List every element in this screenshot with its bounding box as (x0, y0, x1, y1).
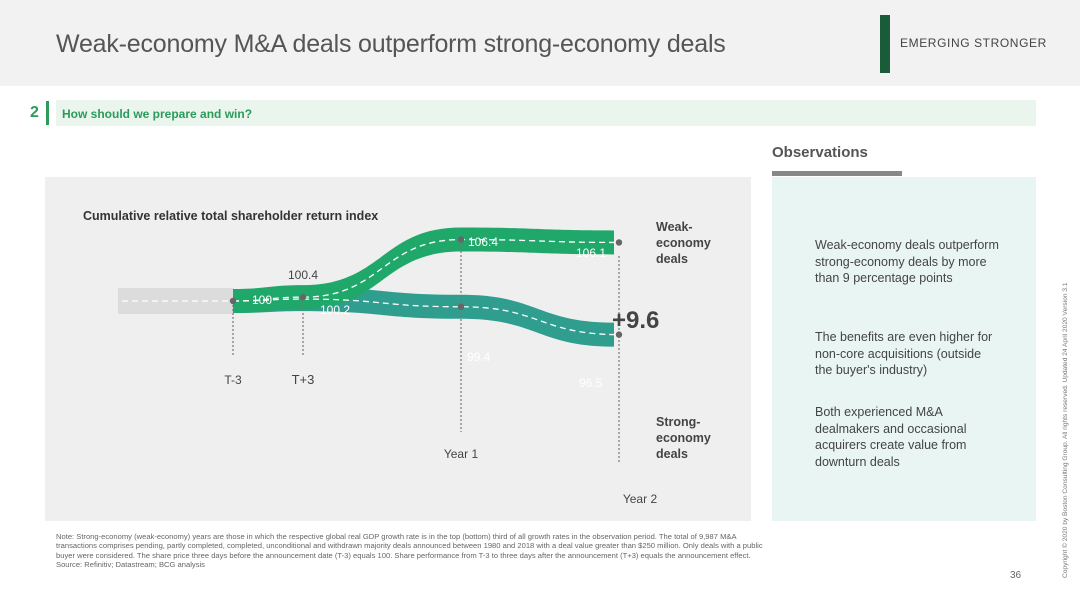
observation-item: Weak-economy deals outperform strong-eco… (815, 238, 999, 285)
section-heading: How should we prepare and win? (62, 107, 253, 121)
x-tick-label: Year 1 (444, 447, 479, 461)
data-label: 106.4 (468, 235, 498, 249)
weak-economy-band (233, 227, 614, 313)
footnote: Note: Strong-economy (weak-economy) year… (56, 532, 776, 570)
observations-panel (772, 177, 1036, 521)
data-point (615, 331, 623, 338)
strong-economy-line (232, 298, 620, 336)
x-tick-label: Year 2 (623, 492, 658, 506)
section-number: 2 (30, 104, 39, 121)
section-marker (46, 101, 49, 125)
data-label: 99.4 (467, 350, 491, 364)
section-band (56, 100, 1036, 126)
page-number: 36 (1010, 570, 1022, 581)
data-point (615, 239, 623, 246)
observations-title: Observations (772, 144, 868, 161)
data-point (457, 236, 465, 243)
strong-series-label: Strong- economy deals (656, 415, 714, 461)
observations-underline (772, 171, 902, 176)
data-label: 100 (252, 293, 272, 307)
source-text: Source: Refinitiv; Datastream; BCG analy… (56, 560, 205, 570)
x-tick-label: T+3 (292, 372, 315, 387)
data-point (457, 303, 465, 310)
brand-label: EMERGING STRONGER (900, 36, 1047, 50)
difference-label: +9.6 (612, 307, 659, 334)
header-bar (0, 0, 1080, 86)
copyright-text: Copyright © 2020 by Boston Consulting Gr… (1062, 282, 1069, 578)
data-label: 106.1 (576, 246, 606, 260)
data-point (299, 293, 307, 301)
footnote-text: Note: Strong-economy (weak-economy) year… (56, 532, 763, 560)
data-label: 100.2 (320, 303, 350, 317)
chart-panel (45, 177, 751, 521)
data-point (229, 297, 237, 305)
observation-item: The benefits are even higher for non-cor… (815, 330, 993, 377)
weak-series-label: Weak- economy deals (656, 220, 714, 266)
data-label: 100.4 (288, 268, 318, 282)
x-tick-label: T-3 (224, 373, 242, 387)
page-title: Weak-economy M&A deals outperform strong… (56, 30, 726, 58)
observation-item: Both experienced M&A dealmakers and occa… (815, 405, 967, 469)
brand-accent-bar (880, 15, 890, 73)
weak-economy-line (232, 238, 620, 302)
data-label: 96.5 (579, 376, 603, 390)
chart-title: Cumulative relative total shareholder re… (83, 209, 378, 223)
